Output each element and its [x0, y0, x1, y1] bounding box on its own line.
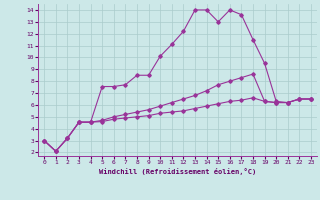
X-axis label: Windchill (Refroidissement éolien,°C): Windchill (Refroidissement éolien,°C) — [99, 168, 256, 175]
